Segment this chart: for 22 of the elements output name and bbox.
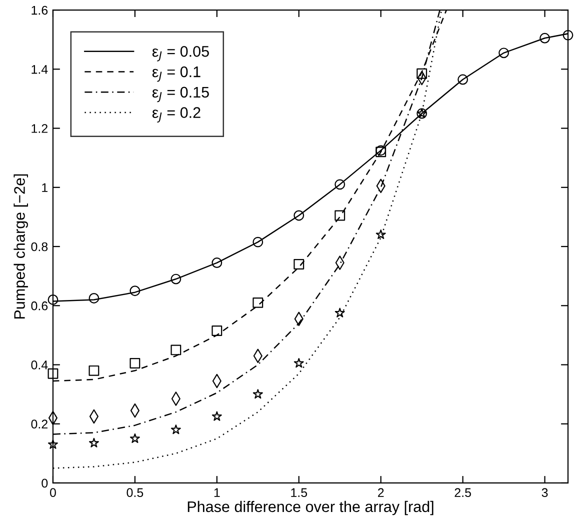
y-tick-label: 0.6 <box>31 301 48 310</box>
y-tick-label: 0.2 <box>31 420 48 429</box>
legend-label: ε$_{J}$ = 0.05 <box>152 46 209 62</box>
y-tick-label: 1.2 <box>32 124 48 133</box>
x-tick-label: 0.5 <box>126 488 144 498</box>
x-axis-title: Phase difference over the array [rad] <box>188 500 434 516</box>
x-tick-label: 2 <box>378 488 384 497</box>
legend-label: ε$_{J}$ = 0.2 <box>152 107 200 122</box>
legend-label: ε$_{J}$ = 0.15 <box>152 86 209 102</box>
y-tick-label: 0.4 <box>31 360 48 370</box>
x-tick-label: 1.5 <box>291 488 308 498</box>
x-tick-label: 0 <box>50 488 56 498</box>
y-tick-label: 0 <box>42 478 48 488</box>
y-axis-title: Pumped charge [−2e] <box>14 174 28 319</box>
x-tick-label: 2.5 <box>454 488 471 498</box>
x-tick-label: 1 <box>214 488 220 497</box>
y-tick-label: 1.4 <box>32 65 48 74</box>
y-tick-label: 1 <box>42 183 48 192</box>
legend-label: ε$_{J}$ = 0.1 <box>152 66 200 82</box>
y-tick-label: 0.8 <box>31 242 48 252</box>
y-tick-label: 1.6 <box>32 6 48 15</box>
x-tick-label: 3 <box>542 488 548 498</box>
